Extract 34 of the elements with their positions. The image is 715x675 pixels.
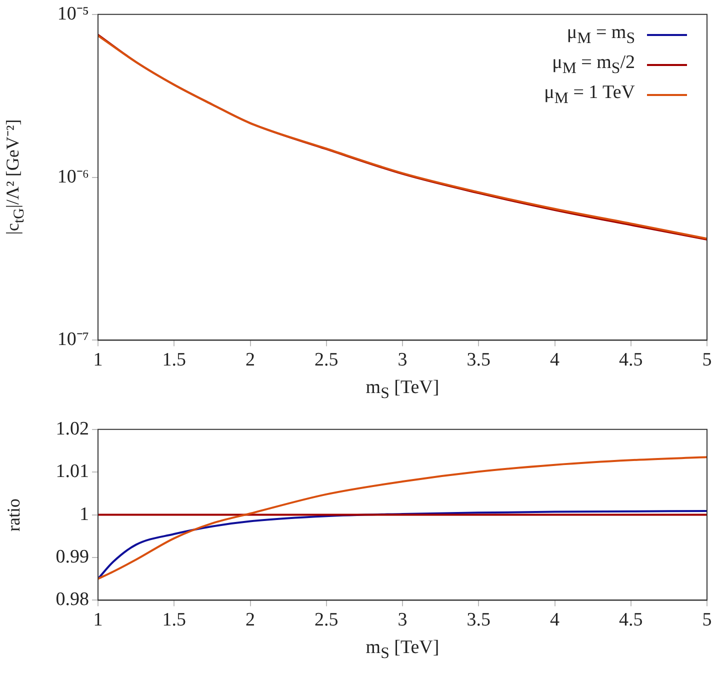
legend-label: μ$_{M}$ = m$_{S}$/2 <box>552 52 635 78</box>
y-tick-label: 0.98 <box>56 589 89 610</box>
x-tick-label: 2.5 <box>314 350 338 371</box>
y-tick-label: 10⁻⁷ <box>57 329 89 350</box>
x-tick-label: 3.5 <box>466 350 490 371</box>
x-tick-label: 3 <box>398 610 408 631</box>
y-tick-label: 0.99 <box>56 546 89 568</box>
x-tick-label: 2 <box>246 610 255 631</box>
line-series <box>98 510 707 580</box>
x-tick-label: 2 <box>246 350 255 371</box>
x-tick-label: 5 <box>702 610 712 631</box>
x-tick-label: 4 <box>550 350 560 371</box>
y-tick-label: 10⁻⁵ <box>57 3 89 24</box>
x-tick-label: 3 <box>398 350 408 371</box>
x-tick-label: 4.5 <box>619 610 643 631</box>
y-tick-label: 10⁻⁶ <box>57 166 89 188</box>
y-tick-label: 1.02 <box>56 418 89 440</box>
x-tick-label: 1.5 <box>162 610 186 631</box>
y-axis-title: ratio <box>4 498 24 532</box>
x-tick-label: 3.5 <box>466 610 490 631</box>
y-tick-label: 1.01 <box>56 461 89 482</box>
legend-label: μ$_{M}$ = m$_{S}$ <box>566 22 635 48</box>
legend-label: μ$_{M}$ = 1 TeV <box>544 82 635 108</box>
x-tick-label: 4 <box>550 610 560 631</box>
y-tick-label: 1 <box>80 504 89 525</box>
x-tick-label: 4.5 <box>619 350 643 371</box>
x-tick-label: 1 <box>93 610 103 631</box>
x-axis-title: m$_{S}$ [TeV] <box>366 377 440 403</box>
x-tick-label: 1 <box>93 350 103 371</box>
x-tick-label: 1.5 <box>162 350 186 371</box>
x-axis-title: m$_{S}$ [TeV] <box>366 637 440 663</box>
x-tick-label: 5 <box>702 350 712 371</box>
line-series <box>98 456 707 580</box>
x-tick-label: 2.5 <box>314 610 338 631</box>
